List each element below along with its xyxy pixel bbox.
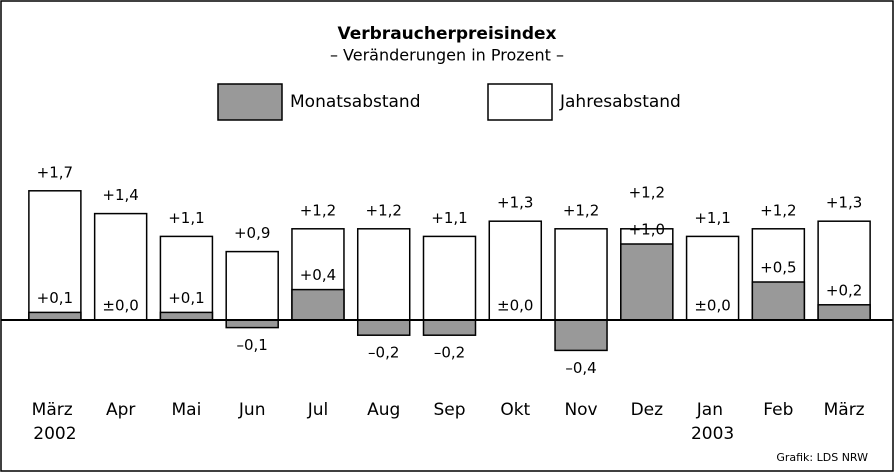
legend-label: Jahresabstand — [559, 92, 681, 112]
legend-swatch — [217, 83, 283, 121]
legend-swatch — [487, 83, 553, 121]
data-label: –0,2 — [368, 344, 399, 362]
bar — [93, 212, 148, 321]
x-tick-label: Sep — [433, 400, 465, 420]
x-tick-label: Dez — [631, 400, 664, 420]
bar — [28, 190, 82, 321]
data-label: +1,2 — [760, 201, 796, 219]
bar — [28, 311, 82, 321]
x-tick-label: Nov — [564, 400, 597, 420]
x-tick-label: Jul — [307, 400, 329, 420]
data-label: +1,1 — [431, 209, 467, 227]
data-label: +1,2 — [300, 201, 336, 219]
data-label: +1,3 — [497, 194, 533, 212]
chart-title: Verbraucherpreisindex — [338, 24, 557, 44]
bar — [356, 228, 411, 321]
bar — [554, 228, 608, 321]
legend-label: Monatsabstand — [290, 92, 421, 112]
bar — [159, 235, 214, 321]
x-tick-label: März — [824, 400, 865, 420]
bar — [159, 311, 214, 321]
data-label: +1,1 — [694, 209, 730, 227]
data-label: +1,1 — [168, 209, 204, 227]
bar — [422, 319, 477, 336]
data-label: –0,4 — [565, 359, 596, 377]
data-label: ±0,0 — [102, 297, 138, 315]
data-label: +1,2 — [366, 201, 402, 219]
data-label: +1,7 — [37, 163, 73, 181]
data-label: +0,1 — [37, 289, 73, 307]
data-label: +1,2 — [563, 201, 599, 219]
x-tick-label: Jan 2003 — [691, 400, 734, 444]
data-label: +1,2 — [629, 184, 665, 202]
x-tick-label: Jun — [238, 400, 266, 420]
data-label: +1,0 — [629, 221, 665, 239]
bar — [817, 304, 871, 321]
x-tick-label: Apr — [106, 400, 135, 420]
data-label: +1,3 — [826, 194, 862, 212]
bar — [291, 288, 345, 321]
data-label: +0,5 — [760, 259, 796, 277]
data-label: +0,2 — [826, 281, 862, 299]
bar — [225, 250, 279, 321]
x-tick-label: Mai — [172, 400, 202, 420]
data-label: +1,4 — [102, 186, 138, 204]
x-tick-label: Feb — [763, 400, 793, 420]
data-label: +0,4 — [300, 266, 336, 284]
bar — [817, 220, 871, 321]
bar — [225, 319, 279, 329]
chart-subtitle: – Veränderungen in Prozent – — [330, 46, 564, 65]
bar — [422, 235, 477, 321]
data-label: –0,2 — [434, 344, 465, 362]
data-label: ±0,0 — [497, 297, 533, 315]
data-label: ±0,0 — [694, 297, 730, 315]
x-tick-label: Aug — [367, 400, 400, 420]
bar — [554, 319, 608, 352]
source: Grafik: LDS NRW — [776, 451, 868, 464]
data-label: +0,9 — [234, 224, 270, 242]
x-tick-label: Okt — [500, 400, 530, 420]
x-tick-label: März 2002 — [32, 400, 78, 444]
bar — [356, 319, 411, 336]
data-label: –0,1 — [237, 336, 268, 354]
data-label: +0,1 — [168, 289, 204, 307]
bar — [751, 281, 806, 321]
bar — [620, 243, 674, 321]
